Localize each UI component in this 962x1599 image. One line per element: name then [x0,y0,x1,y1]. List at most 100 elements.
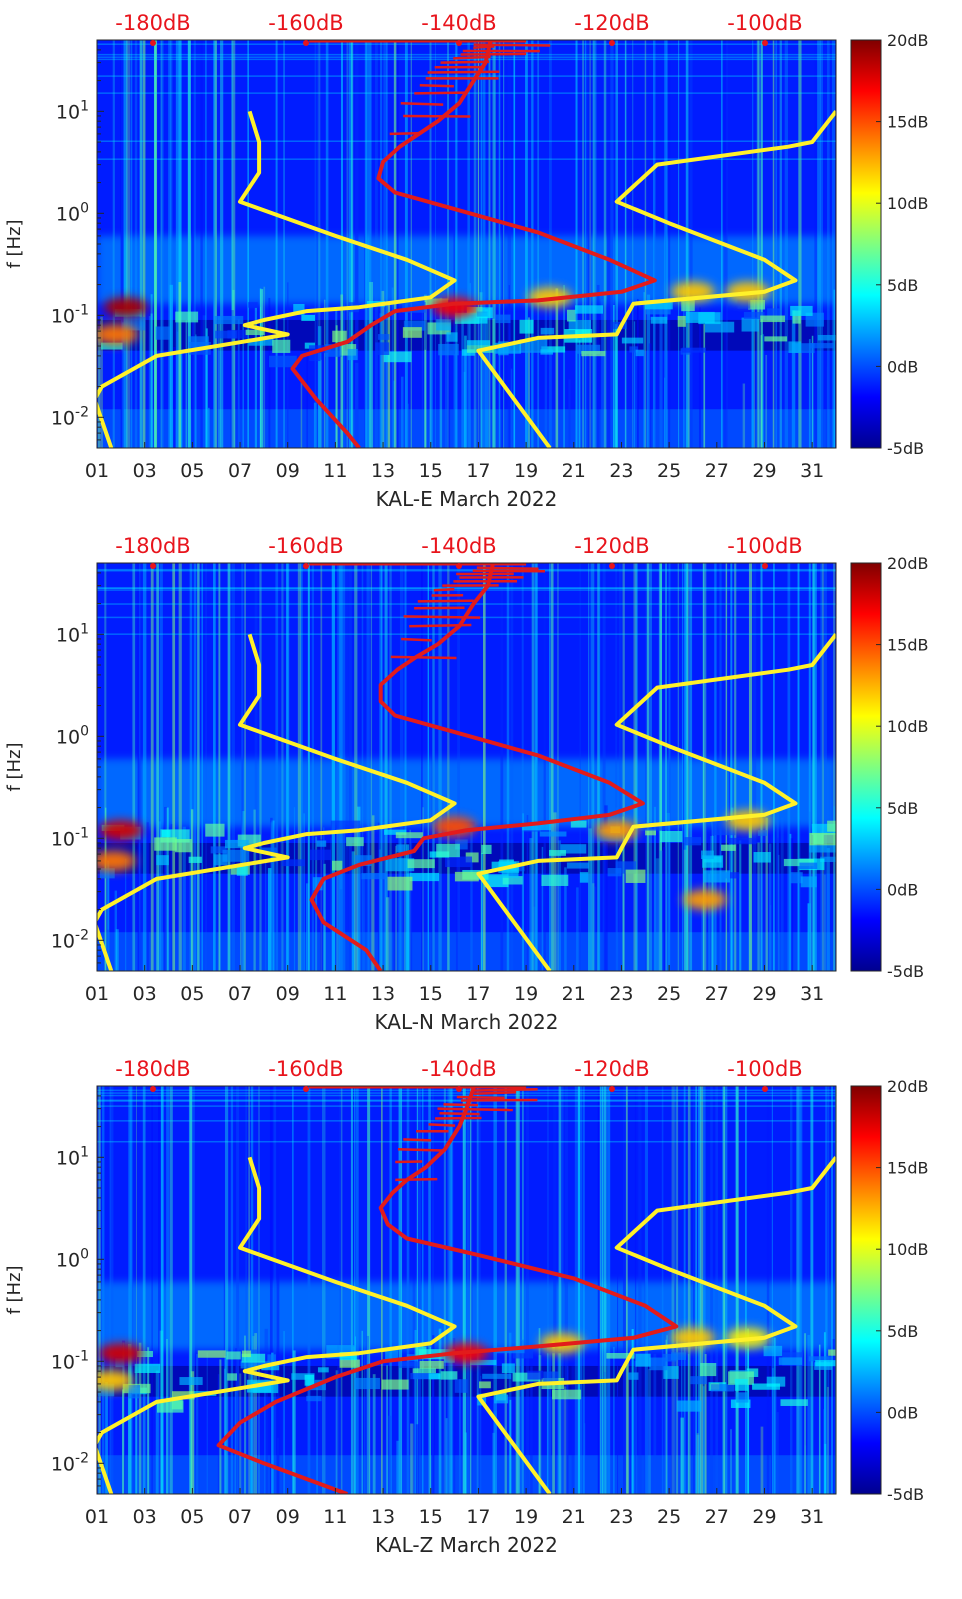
streak [219,1359,222,1494]
spectrogram-cell [766,1376,786,1387]
spectrogram-cell [134,1363,161,1374]
x-tick-label: 19 [514,460,538,482]
streak [223,1368,226,1494]
streak [362,874,366,971]
streak [282,1402,285,1494]
spectrogram-cell [226,1351,241,1360]
streak [549,563,551,971]
streak [823,1409,825,1494]
harmonic-line [97,587,836,589]
spectrogram-cell [346,837,364,847]
streak [634,1086,637,1494]
streak [809,563,812,971]
spectrogram-cell [347,348,358,361]
spectrogram-cell [650,316,668,324]
streak [264,1328,268,1494]
y-axis-title: f [Hz] [4,742,25,791]
spectrogram-cell [214,315,244,325]
streak [322,1086,326,1494]
streak [248,1086,250,1494]
streak [364,40,368,448]
streak [780,817,784,971]
streak [120,40,124,448]
harmonic-line [97,140,836,142]
streak [575,40,578,448]
streak [494,1411,497,1494]
streak [382,821,385,971]
spectrogram-cell [354,855,372,867]
streak [525,40,528,448]
streak [834,1086,836,1494]
streak [365,40,370,448]
streak [506,563,510,971]
streak [776,1412,779,1494]
streak [269,1086,273,1494]
streak [831,1086,833,1494]
streak [214,40,217,448]
streak [659,850,663,971]
streak [734,563,737,971]
spectrogram-cell [820,856,836,863]
red-fringe [456,1095,505,1100]
streak [538,1328,541,1494]
x-tick-label: 13 [371,983,395,1005]
top-axis-marker [303,1086,309,1092]
streak [613,305,615,448]
spectrogram-cell [402,327,422,338]
x-tick-label: 25 [657,460,681,482]
streak [769,843,772,971]
streak [557,563,559,971]
streak [245,1086,247,1494]
spectrogram-cell [748,299,766,310]
streak [164,806,168,971]
streak [664,40,667,448]
spectrogram-cell [137,1350,153,1358]
spectrogram-cell [560,844,587,854]
streak [300,379,303,448]
streak [710,1086,713,1494]
spectrogram-cell [681,347,706,353]
streak [520,1339,524,1494]
streak [666,1335,668,1494]
streak [765,817,768,971]
hotspot [97,1370,134,1391]
spectrogram-cell [240,1361,270,1369]
x-tick-label: 07 [228,460,252,482]
streak [187,40,191,448]
streak [571,1345,575,1494]
spectrogram-cell [628,1372,639,1380]
streak [115,929,119,971]
spectrogram-cell [763,1345,783,1357]
spectrogram-kal-n [97,563,836,971]
streak [391,287,394,448]
streak [235,1348,238,1494]
streak [584,40,588,448]
streak [216,317,219,448]
streak [604,805,608,971]
spectrogram-cell [436,319,452,331]
streak [343,294,346,448]
streak [820,563,823,971]
x-tick-label: 17 [466,983,490,1005]
streak [387,303,391,448]
spectrogram-cell [272,339,291,353]
streak [470,824,473,971]
top-axis-marker [150,563,156,569]
streak [825,1086,828,1494]
harmonic-line [97,1092,836,1094]
spectrogram-cell [662,1353,677,1362]
spectrogram-cell [570,820,587,828]
spectrogram-cell [339,1359,360,1368]
streak [831,40,836,448]
streak [381,1086,383,1494]
streak [361,1330,363,1494]
streak [504,1086,507,1494]
streak [404,832,406,971]
streak [370,563,373,971]
spectrogram-cell [332,330,347,343]
streak [371,815,375,971]
x-tick-label: 23 [609,1506,633,1528]
spectrogram-cell [676,1400,702,1412]
top-axis-label: -180dB [115,534,190,558]
streak [122,322,124,448]
